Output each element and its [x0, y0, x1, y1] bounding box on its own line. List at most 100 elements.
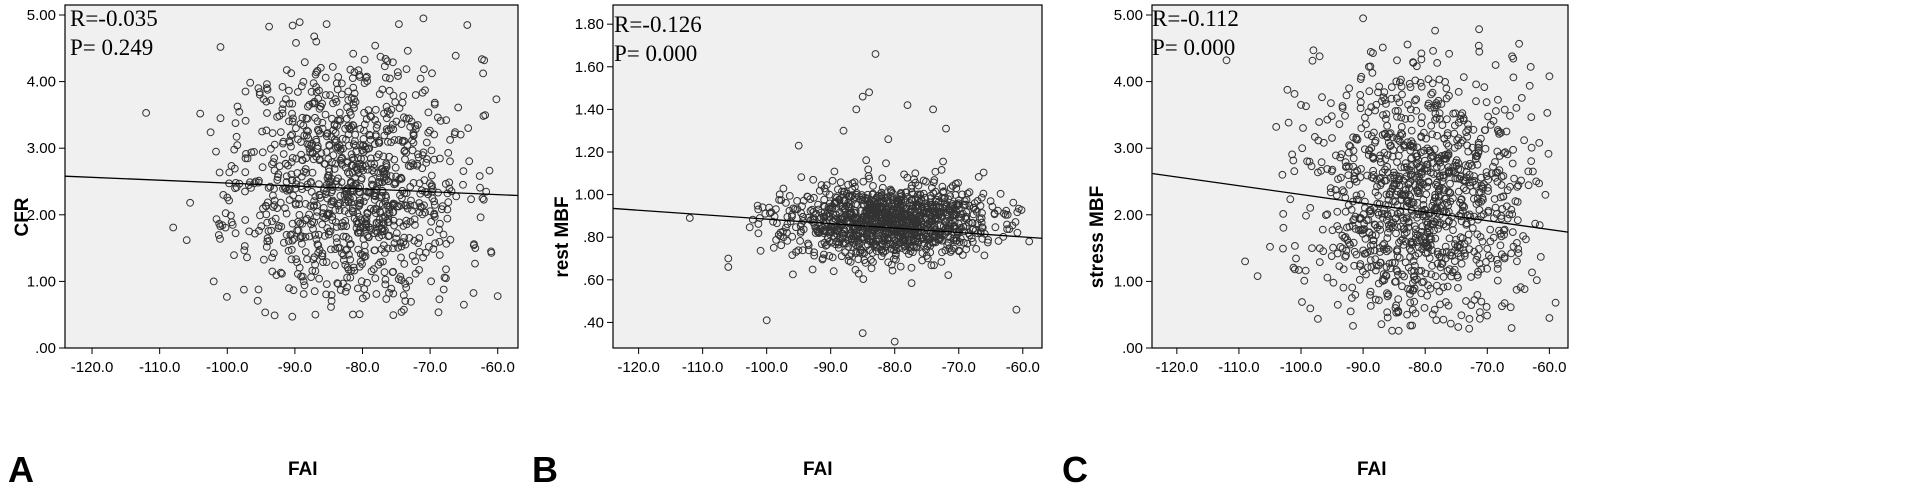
data-point — [1486, 225, 1495, 234]
data-point — [1279, 223, 1288, 232]
data-point — [863, 196, 872, 205]
data-point — [1435, 114, 1444, 123]
data-point — [1373, 223, 1382, 232]
data-point — [278, 83, 287, 91]
data-point — [999, 232, 1008, 241]
data-point — [430, 201, 439, 209]
data-point — [292, 124, 300, 133]
data-point — [1500, 299, 1509, 308]
data-point — [1349, 146, 1358, 155]
data-point — [287, 142, 295, 151]
data-point — [944, 238, 953, 247]
data-point — [1363, 263, 1372, 272]
data-point — [1345, 84, 1354, 93]
data-point — [1545, 72, 1554, 81]
data-point — [480, 56, 489, 65]
data-point — [1407, 166, 1416, 175]
data-point — [390, 221, 399, 230]
data-point — [767, 208, 776, 217]
data-point — [442, 265, 450, 274]
data-point — [863, 214, 872, 223]
data-point — [476, 213, 485, 222]
data-point — [370, 229, 379, 238]
data-point — [254, 285, 263, 294]
data-point — [273, 173, 282, 182]
data-point — [1388, 133, 1397, 142]
data-point — [1408, 139, 1417, 148]
data-point — [954, 196, 963, 205]
data-point — [1541, 190, 1550, 199]
data-point — [339, 251, 348, 260]
data-point — [1417, 55, 1426, 64]
data-point — [342, 232, 351, 241]
data-point — [320, 232, 329, 240]
data-point — [411, 122, 420, 130]
data-point — [310, 287, 319, 296]
data-point — [370, 246, 379, 255]
data-point — [407, 196, 415, 205]
data-point — [296, 234, 305, 243]
data-point — [1444, 187, 1453, 196]
data-point — [1468, 143, 1477, 152]
data-point — [1353, 135, 1362, 144]
data-point — [346, 240, 355, 248]
y-tick-label: 1.40 — [575, 101, 604, 118]
data-point — [1344, 148, 1353, 157]
data-point — [364, 233, 373, 242]
data-point — [300, 167, 308, 176]
data-point — [1497, 128, 1505, 137]
data-point — [389, 91, 398, 100]
data-point — [823, 240, 831, 249]
data-point — [310, 32, 319, 41]
data-point — [301, 200, 310, 208]
data-point — [839, 204, 847, 213]
data-point — [1332, 151, 1340, 160]
data-point — [1475, 140, 1483, 149]
data-point — [415, 208, 424, 217]
data-point — [1369, 171, 1378, 179]
data-point — [931, 225, 940, 234]
data-point — [1443, 282, 1452, 291]
data-point — [212, 147, 220, 156]
data-point — [901, 230, 910, 239]
data-point — [1465, 324, 1474, 333]
data-point — [1486, 121, 1495, 129]
data-point — [1462, 186, 1471, 195]
data-point — [345, 141, 353, 150]
data-point — [397, 173, 406, 182]
x-tick-label: -110.0 — [139, 359, 180, 376]
data-point — [1403, 310, 1412, 319]
data-point — [942, 124, 950, 133]
data-point — [814, 200, 823, 209]
data-point — [1397, 163, 1406, 172]
data-point — [1508, 159, 1517, 168]
data-point — [1425, 254, 1434, 263]
data-point — [1367, 144, 1376, 152]
data-point — [388, 120, 397, 129]
y-tick-label: 5.00 — [27, 7, 56, 24]
data-point — [820, 250, 828, 259]
data-point — [837, 252, 846, 261]
data-point — [451, 51, 460, 60]
data-point — [1417, 289, 1426, 298]
data-point — [1384, 245, 1393, 254]
data-point — [1376, 221, 1384, 230]
y-tick-label: 1.80 — [575, 16, 604, 33]
data-point — [1418, 222, 1427, 231]
data-point — [372, 218, 381, 227]
data-point — [1426, 103, 1435, 112]
data-point — [419, 253, 428, 262]
data-point — [1318, 225, 1327, 234]
data-point — [1383, 162, 1392, 171]
x-tick-label: -120.0 — [1156, 359, 1199, 376]
data-point — [241, 216, 250, 224]
data-point — [1415, 176, 1424, 185]
data-point — [266, 182, 275, 191]
data-point — [465, 157, 474, 166]
data-point — [305, 232, 314, 241]
data-point — [1482, 303, 1491, 311]
data-point — [328, 196, 337, 205]
data-point — [978, 223, 987, 232]
data-point — [341, 198, 350, 207]
data-point — [447, 187, 456, 196]
